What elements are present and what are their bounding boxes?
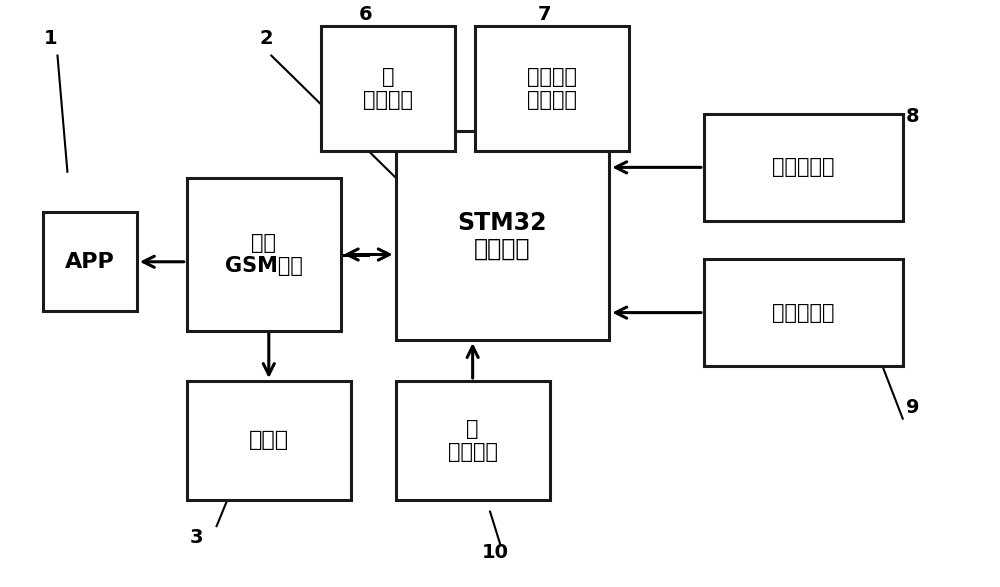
Text: 2: 2 [259,29,273,48]
Text: 器: 器 [466,419,479,439]
Text: 扬声器: 扬声器 [249,430,289,450]
Text: STM32: STM32 [458,211,547,235]
Text: 声控传感器: 声控传感器 [772,303,835,323]
Bar [43,212,137,311]
Text: 传输: 传输 [251,233,276,253]
Text: 7: 7 [538,5,552,24]
Bar [475,26,629,151]
Bar [704,114,903,221]
Text: 8: 8 [906,107,920,126]
Bar [321,26,455,151]
Text: 3: 3 [190,528,203,547]
Text: 器: 器 [382,68,394,87]
Text: 外传感器: 外传感器 [527,68,577,87]
Text: APP: APP [65,252,115,272]
Text: 热释电红: 热释电红 [527,90,577,110]
Bar [704,259,903,366]
Text: 9: 9 [906,397,919,417]
Text: 10: 10 [482,543,509,562]
Text: 6: 6 [359,5,373,24]
Text: 触摸传感器: 触摸传感器 [772,157,835,177]
Bar [187,177,341,332]
Bar [396,131,609,340]
Text: 振动传感: 振动传感 [363,90,413,110]
Text: 1: 1 [44,29,57,48]
Bar [396,381,550,500]
Text: 微处理器: 微处理器 [474,237,531,261]
Text: GSM无线: GSM无线 [225,256,303,276]
Text: 压力传感: 压力传感 [448,442,498,462]
Bar [187,381,351,500]
